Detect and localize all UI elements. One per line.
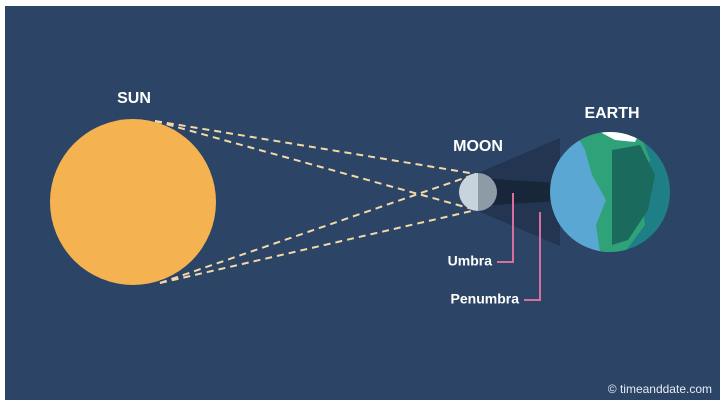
sun-label: SUN [117,90,151,107]
moon-label: MOON [453,138,503,155]
sun [50,119,216,285]
eclipse-diagram: SUN MOON EARTH Umbra Penumbra © timeandd… [0,0,725,404]
penumbra-label: Penumbra [451,291,520,307]
umbra-label: Umbra [448,253,493,269]
moon [459,173,497,211]
earth-label: EARTH [584,105,639,122]
earth [550,132,670,252]
credit: © timeanddate.com [608,382,712,396]
